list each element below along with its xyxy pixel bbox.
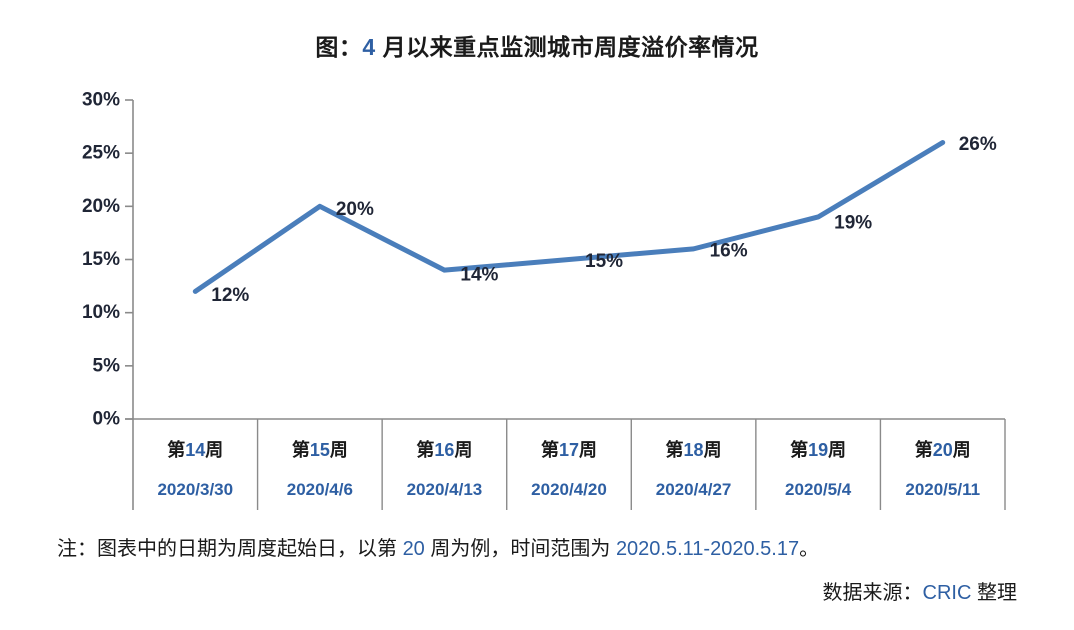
text-part: 注：图表中的日期为周度起始日，以第 <box>57 538 403 560</box>
data-label: 14% <box>460 265 498 286</box>
footnote: 注：图表中的日期为周度起始日，以第 20 周为例，时间范围为 2020.5.11… <box>57 532 1037 561</box>
x-tick-date-label: 2020/5/11 <box>905 480 980 499</box>
premium-rate-line-chart: 30% 25% 20% 15% 10% 5% 0% 第14周 2020/3/30 第15周 2020… <box>82 90 1006 510</box>
text-part: 整理 <box>971 582 1017 604</box>
data-label: 12% <box>211 285 249 306</box>
x-tick-date-label: 2020/4/13 <box>407 480 483 499</box>
y-tick-label: 0% <box>93 409 121 430</box>
x-tick-week-label: 第19周 <box>790 439 846 460</box>
chart-area: 30% 25% 20% 15% 10% 5% 0% 第14周 2020/3/30 第15周 2020… <box>0 70 1074 525</box>
x-tick-week-label: 第15周 <box>292 439 348 460</box>
x-tick-week-label: 第20周 <box>915 439 971 460</box>
y-tick-label: 10% <box>82 302 120 323</box>
x-tick-date-label: 2020/4/6 <box>287 480 353 499</box>
text-part: 20 <box>402 538 425 560</box>
text-part: CRIC <box>922 582 972 604</box>
data-label: 26% <box>959 134 997 155</box>
x-tick-date-label: 2020/4/27 <box>656 480 732 499</box>
y-tick-label: 15% <box>82 249 120 270</box>
text-part: 2020.5.11-2020.5.17 <box>615 538 800 560</box>
series-line <box>192 140 946 294</box>
data-source: 数据来源：CRIC 整理 <box>823 576 1017 605</box>
x-tick-date-label: 2020/3/30 <box>157 480 233 499</box>
y-tick-label: 30% <box>82 90 120 111</box>
data-label: 15% <box>585 251 623 272</box>
data-label: 16% <box>710 240 748 261</box>
chart-title: 图：4 月以来重点监测城市周度溢价率情况 <box>0 28 1074 62</box>
y-tick-label: 5% <box>93 355 121 376</box>
data-labels: 12% 20% 14% 15% 16% 19% 26% <box>211 134 997 306</box>
data-label: 20% <box>336 199 374 220</box>
x-tick-week-label: 第16周 <box>416 439 472 460</box>
text-part: 数据来源： <box>822 582 923 604</box>
x-tick-date-label: 2020/4/20 <box>531 480 607 499</box>
text-part: 月以来重点监测城市周度溢价率情况 <box>375 34 759 60</box>
x-tick-week-label: 第14周 <box>167 439 223 460</box>
x-axis <box>125 418 1006 510</box>
text-part: 周为例，时间范围为 <box>424 538 616 560</box>
data-label: 19% <box>834 212 872 233</box>
text-part: 4 <box>362 34 376 60</box>
x-tick-date-label: 2020/5/4 <box>785 480 852 499</box>
x-tick-week-label: 第18周 <box>666 439 722 460</box>
category-labels: 第14周 2020/3/30 第15周 2020/4/6 第16周 2020/4/13 第1… <box>157 439 980 499</box>
y-axis: 30% 25% 20% 15% 10% 5% 0% <box>82 90 134 510</box>
text-part: 。 <box>799 538 820 560</box>
x-tick-week-label: 第17周 <box>541 439 597 460</box>
text-part: 图： <box>315 34 363 60</box>
y-tick-label: 20% <box>82 196 120 217</box>
y-tick-label: 25% <box>82 143 120 164</box>
